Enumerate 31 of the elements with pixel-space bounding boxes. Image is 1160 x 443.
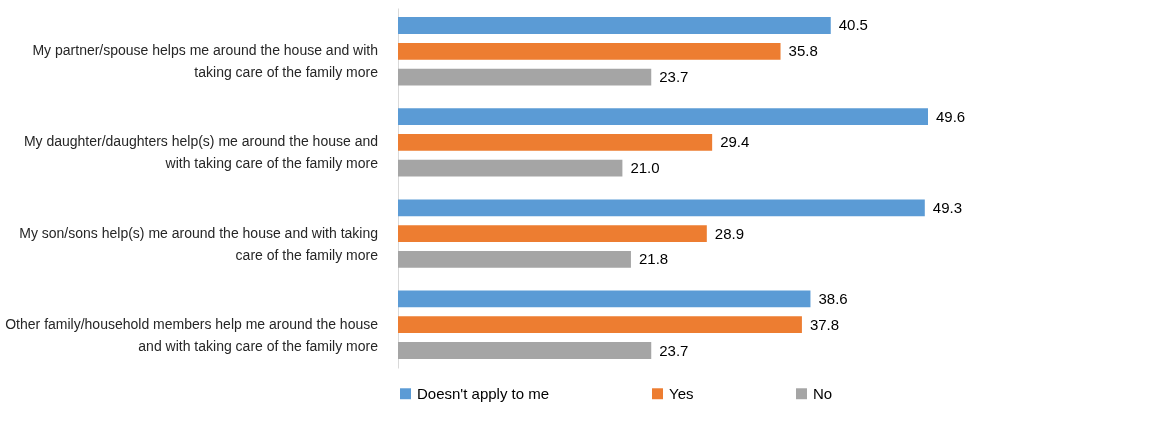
- bar: [398, 134, 713, 151]
- data-label: 21.0: [630, 159, 660, 177]
- bar: [398, 342, 652, 359]
- bar: [398, 225, 707, 242]
- data-label: 23.7: [659, 341, 689, 359]
- bar: [398, 68, 652, 86]
- data-label: 23.7: [659, 68, 689, 86]
- bar: [398, 159, 623, 177]
- bar: [398, 290, 811, 308]
- data-label: 49.6: [936, 107, 966, 125]
- data-label: 40.5: [838, 16, 868, 34]
- data-label: 28.9: [714, 224, 745, 242]
- data-label: 38.6: [818, 289, 848, 307]
- y-tick-label: Other family/household members help me around the house and with taking care of the family more: [5, 315, 379, 354]
- data-label: 49.3: [932, 198, 962, 216]
- y-tick-label: My daughter/daughters help(s) me around the house and with taking care of the family more: [23, 133, 379, 172]
- bar: [398, 250, 631, 268]
- bar: [398, 108, 928, 126]
- legend-label: No: [813, 384, 833, 402]
- data-label: 29.4: [720, 133, 750, 151]
- bar: [398, 199, 925, 217]
- legend-label: Doesn't apply to me: [417, 384, 550, 402]
- bar: [398, 42, 781, 60]
- data-label: 21.8: [638, 250, 669, 268]
- data-label: 37.8: [809, 315, 840, 333]
- legend-label: Yes: [669, 384, 694, 402]
- bar: [398, 17, 831, 34]
- bar: [398, 316, 802, 334]
- y-tick-label: My partner/spouse helps me around the house and with taking care of the family more: [32, 42, 379, 81]
- y-tick-label: My son/sons help(s) me around the house and with taking care of the family more: [19, 224, 379, 263]
- data-label: 35.8: [788, 42, 818, 60]
